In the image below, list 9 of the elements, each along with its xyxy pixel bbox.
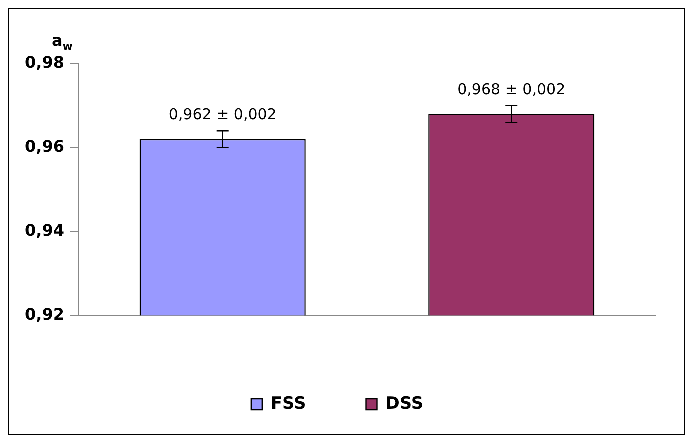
y-tick-label: 0,94 xyxy=(24,220,64,240)
y-tick-label: 0,98 xyxy=(24,53,64,72)
data-label: 0,968 ± 0,002 xyxy=(458,80,566,98)
data-label: 0,962 ± 0,002 xyxy=(168,105,277,124)
y-axis-title: a$_{w}$ xyxy=(52,31,73,54)
legend-label: FSS xyxy=(270,394,306,414)
legend-label: DSS xyxy=(386,394,424,414)
y-tick-label: 0,92 xyxy=(24,304,64,324)
y-tick-label: 0,96 xyxy=(24,137,64,156)
